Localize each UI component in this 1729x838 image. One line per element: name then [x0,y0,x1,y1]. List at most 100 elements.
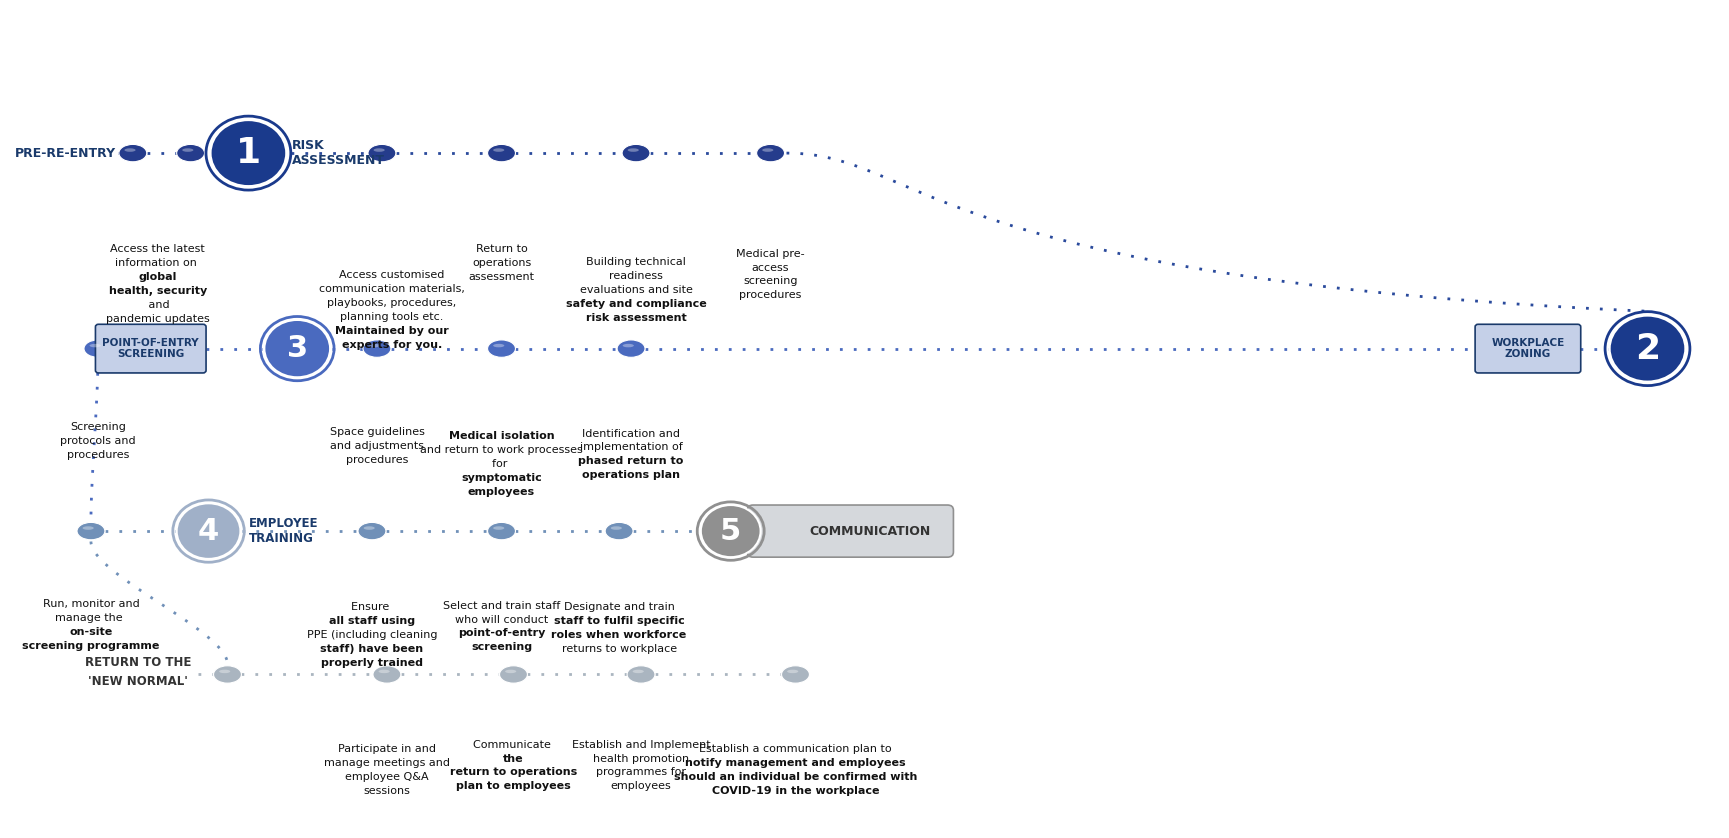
Ellipse shape [83,526,93,530]
Ellipse shape [368,144,396,162]
Text: Run, monitor and: Run, monitor and [43,599,140,609]
Text: employees: employees [469,487,534,497]
Ellipse shape [368,344,380,347]
Ellipse shape [182,148,194,152]
Text: 5: 5 [719,516,742,546]
Text: Return to: Return to [475,245,527,255]
Ellipse shape [363,526,375,530]
Text: for: for [493,459,512,469]
Text: all staff using: all staff using [329,616,415,626]
Text: safety and compliance: safety and compliance [565,299,707,309]
Circle shape [211,120,287,186]
Text: evaluations and site: evaluations and site [579,285,693,295]
Text: operations: operations [472,258,531,268]
Ellipse shape [622,144,650,162]
Text: Ensure: Ensure [351,603,392,613]
Text: Establish a communication plan to: Establish a communication plan to [699,744,892,754]
Ellipse shape [373,665,401,683]
Ellipse shape [622,344,635,347]
Text: 4: 4 [197,516,220,546]
Ellipse shape [379,670,389,673]
Text: plan to employees: plan to employees [456,781,571,791]
Ellipse shape [358,522,386,540]
Ellipse shape [787,670,799,673]
Text: Access the latest: Access the latest [111,245,206,255]
FancyBboxPatch shape [95,324,206,373]
Ellipse shape [762,148,773,152]
Text: sessions: sessions [363,786,410,796]
Text: staff) have been: staff) have been [320,644,424,654]
Circle shape [176,504,240,559]
Ellipse shape [363,340,391,357]
Text: who will conduct: who will conduct [455,614,548,624]
Text: COVID-19 in the workplace: COVID-19 in the workplace [712,786,880,796]
Ellipse shape [505,670,517,673]
Text: Medical pre-: Medical pre- [737,249,806,259]
Ellipse shape [213,665,242,683]
Text: properly trained: properly trained [322,658,424,668]
Text: screening programme: screening programme [22,640,159,650]
Text: Access customised: Access customised [339,271,444,281]
Text: PPE (including cleaning: PPE (including cleaning [306,630,437,640]
Ellipse shape [605,522,633,540]
Text: employees: employees [610,781,671,791]
Ellipse shape [90,344,100,347]
Text: notify management and employees: notify management and employees [685,758,906,768]
Text: 'NEW NORMAL': 'NEW NORMAL' [88,675,188,688]
Ellipse shape [488,340,515,357]
Text: screening: screening [470,642,533,652]
Ellipse shape [782,665,809,683]
Circle shape [265,320,330,377]
Text: Select and train staff: Select and train staff [443,601,560,611]
Text: Participate in and: Participate in and [337,744,436,754]
Text: and adjustments: and adjustments [330,441,424,451]
Text: health, security: health, security [109,286,207,296]
Ellipse shape [488,144,515,162]
Text: procedures: procedures [67,450,130,460]
Circle shape [1610,316,1686,381]
Text: implementation of: implementation of [579,442,683,453]
Text: risk assessment: risk assessment [586,313,686,323]
Text: POINT-OF-ENTRY
SCREENING: POINT-OF-ENTRY SCREENING [102,338,199,360]
Text: WORKPLACE
ZONING: WORKPLACE ZONING [1492,338,1565,360]
Ellipse shape [176,144,204,162]
Text: readiness: readiness [609,272,662,282]
Text: phased return to: phased return to [579,457,683,467]
Circle shape [700,505,761,557]
Text: should an individual be confirmed with: should an individual be confirmed with [674,772,916,782]
Text: Establish and Implement: Establish and Implement [572,740,711,750]
Text: screening: screening [743,277,797,287]
Text: planning tools etc.: planning tools etc. [341,312,444,322]
Text: and return to work processes: and return to work processes [420,445,583,455]
Text: staff to fulfil specific: staff to fulfil specific [553,616,685,626]
Text: information on: information on [116,258,201,268]
Text: procedures: procedures [346,455,408,464]
Text: returns to workplace: returns to workplace [562,644,676,654]
Text: Medical isolation: Medical isolation [450,432,555,441]
Ellipse shape [78,522,105,540]
Text: point-of-entry: point-of-entry [458,628,545,639]
Ellipse shape [633,670,643,673]
Text: the: the [503,753,524,763]
Text: PRE-RE-ENTRY: PRE-RE-ENTRY [16,147,116,159]
Ellipse shape [628,148,638,152]
Text: pandemic updates: pandemic updates [105,314,209,323]
Text: Maintained by our: Maintained by our [335,326,450,336]
Text: Identification and: Identification and [583,428,679,438]
Text: Space guidelines: Space guidelines [330,427,424,437]
Ellipse shape [757,144,785,162]
FancyBboxPatch shape [1475,324,1580,373]
Ellipse shape [628,665,655,683]
Ellipse shape [617,340,645,357]
Ellipse shape [493,148,505,152]
Text: health promotion: health promotion [593,753,690,763]
Text: 3: 3 [287,334,308,363]
Text: Designate and train: Designate and train [564,603,674,613]
Text: experts for you.: experts for you. [342,340,443,350]
Ellipse shape [493,344,505,347]
Text: 2: 2 [1636,332,1660,365]
Text: and: and [145,300,169,310]
Text: Building technical: Building technical [586,257,686,267]
Ellipse shape [220,670,230,673]
Ellipse shape [85,340,112,357]
